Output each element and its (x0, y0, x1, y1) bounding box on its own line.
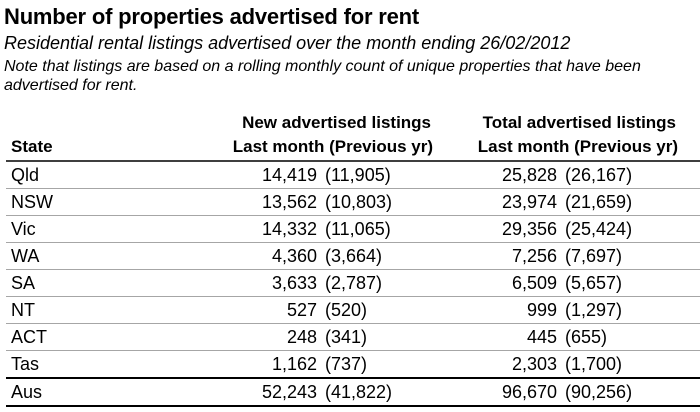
new-previous-yr-cell: (41,822) (317, 378, 434, 407)
state-cell: Aus (6, 378, 222, 407)
total-last-month-cell: 96,670 (433, 378, 558, 407)
new-previous-yr-cell: (11,065) (317, 215, 434, 243)
total-last-month-cell: 6,509 (433, 269, 558, 297)
state-cell: ACT (6, 323, 222, 351)
total-row: Aus 52,243 (41,822) 96,670 (90,256) (6, 378, 700, 407)
group-header-total-listings: Total advertised listings (482, 113, 677, 132)
state-cell: Tas (6, 350, 222, 379)
new-previous-yr-cell: (10,803) (317, 188, 434, 216)
rental-listings-table: New advertised listings Total advertised… (6, 108, 700, 407)
state-cell: WA (6, 242, 222, 270)
total-last-month-cell: 445 (433, 323, 558, 351)
table-header: New advertised listings Total advertised… (6, 108, 700, 162)
total-last-month-cell: 29,356 (433, 215, 558, 243)
total-listings-subheader: Last month (Previous yr) (433, 133, 700, 162)
report-subtitle: Residential rental listings advertised o… (4, 33, 571, 53)
total-previous-yr-cell: (1,297) (557, 296, 700, 324)
total-last-month-cell: 2,303 (433, 350, 558, 379)
total-previous-yr-cell: (26,167) (557, 161, 700, 189)
table-body: Qld 14,419 (11,905) 25,828 (26,167) NSW … (6, 161, 700, 379)
new-last-month-cell: 52,243 (222, 378, 317, 407)
new-listings-subheader: Last month (Previous yr) (222, 133, 434, 162)
state-cell: SA (6, 269, 222, 297)
group-header-row: New advertised listings Total advertised… (6, 108, 700, 133)
sub-header-row: State Last month (Previous yr) Last mont… (6, 133, 700, 162)
table-row: SA 3,633 (2,787) 6,509 (5,657) (6, 269, 700, 297)
new-previous-yr-cell: (11,905) (317, 161, 434, 189)
new-previous-yr-cell: (341) (317, 323, 434, 351)
total-last-month-cell: 25,828 (433, 161, 558, 189)
total-previous-yr-cell: (7,697) (557, 242, 700, 270)
total-last-month-cell: 999 (433, 296, 558, 324)
state-cell: Vic (6, 215, 222, 243)
table-row: WA 4,360 (3,664) 7,256 (7,697) (6, 242, 700, 270)
new-previous-yr-cell: (737) (317, 350, 434, 379)
table-row: Tas 1,162 (737) 2,303 (1,700) (6, 350, 700, 379)
total-previous-yr-cell: (25,424) (557, 215, 700, 243)
new-last-month-cell: 14,419 (222, 161, 317, 189)
total-previous-yr-cell: (1,700) (557, 350, 700, 379)
state-cell: Qld (6, 161, 222, 189)
state-cell: NSW (6, 188, 222, 216)
state-cell: NT (6, 296, 222, 324)
total-last-month-cell: 23,974 (433, 188, 558, 216)
total-previous-yr-cell: (21,659) (557, 188, 700, 216)
state-column-header: State (6, 133, 222, 162)
new-previous-yr-cell: (2,787) (317, 269, 434, 297)
table-row: NT 527 (520) 999 (1,297) (6, 296, 700, 324)
report-note: Note that listings are based on a rollin… (4, 58, 641, 94)
total-previous-yr-cell: (90,256) (557, 378, 700, 407)
total-last-month-cell: 7,256 (433, 242, 558, 270)
new-last-month-cell: 13,562 (222, 188, 317, 216)
new-last-month-cell: 527 (222, 296, 317, 324)
new-last-month-cell: 3,633 (222, 269, 317, 297)
table-row: NSW 13,562 (10,803) 23,974 (21,659) (6, 188, 700, 216)
table-row: Qld 14,419 (11,905) 25,828 (26,167) (6, 161, 700, 189)
group-header-new-listings: New advertised listings (242, 113, 432, 132)
new-last-month-cell: 1,162 (222, 350, 317, 379)
table-row: Vic 14,332 (11,065) 29,356 (25,424) (6, 215, 700, 243)
total-previous-yr-cell: (5,657) (557, 269, 700, 297)
total-previous-yr-cell: (655) (557, 323, 700, 351)
new-last-month-cell: 4,360 (222, 242, 317, 270)
new-previous-yr-cell: (520) (317, 296, 434, 324)
new-last-month-cell: 248 (222, 323, 317, 351)
page-title: Number of properties advertised for rent (4, 4, 419, 29)
table-row: ACT 248 (341) 445 (655) (6, 323, 700, 351)
new-previous-yr-cell: (3,664) (317, 242, 434, 270)
new-last-month-cell: 14,332 (222, 215, 317, 243)
group-header-spacer (6, 108, 222, 133)
table-footer: Aus 52,243 (41,822) 96,670 (90,256) (6, 378, 700, 407)
